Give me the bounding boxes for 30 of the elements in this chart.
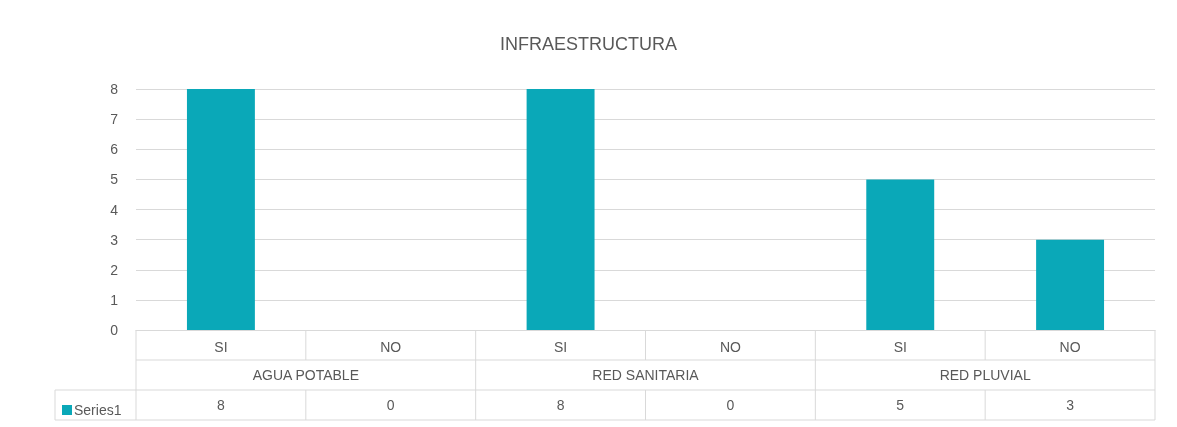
data-label: 5 [896,397,905,413]
bar [526,89,595,330]
data-label: 8 [556,397,565,413]
x-tick-label: NO [1059,339,1081,355]
y-tick-label: 5 [110,171,119,188]
y-tick-label: 2 [110,261,119,278]
x-tick-label: NO [719,339,742,355]
x-tick-label: SI [214,339,228,355]
y-tick-label: 4 [110,201,119,218]
text: RED SANITARIA [592,367,700,383]
x-tick-label: NO [380,339,402,355]
y-tick-label: 3 [110,231,119,248]
text: RED PLUVIAL [939,367,1031,383]
chart-title: INFRAESTRUCTURA [499,34,678,54]
y-tick-label: 0 [110,322,119,338]
bar [866,179,935,330]
text: AGUA POTABLE [252,367,360,383]
bar [1036,239,1105,330]
y-tick-label: 6 [110,141,119,158]
x-tick-label: SI [893,339,907,355]
bar [186,89,255,330]
data-label: 3 [1066,397,1075,413]
data-label: 0 [386,397,395,413]
y-tick-label: 8 [110,81,119,97]
data-label: 0 [726,397,735,413]
legend-label: Series1 [74,402,122,418]
data-label: 8 [217,397,226,413]
y-tick-label: 1 [110,291,119,308]
y-tick-label: 7 [110,111,119,128]
x-tick-label: SI [553,339,568,355]
